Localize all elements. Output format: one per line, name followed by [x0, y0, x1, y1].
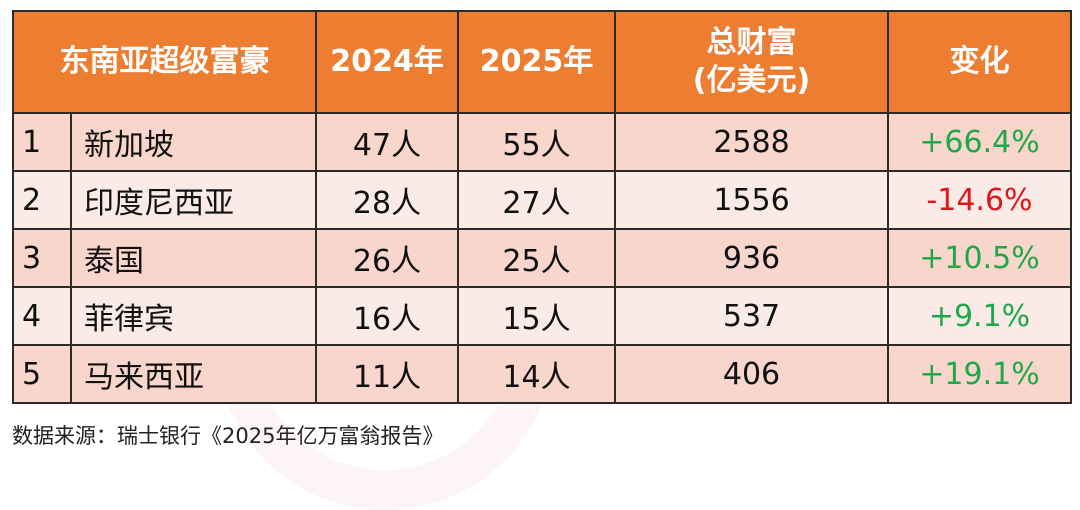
rank-cell: 4: [12, 286, 72, 346]
count-2025-cell: 55人: [457, 112, 616, 172]
table-row: 5 马来西亚 11人 14人 406 +19.1%: [12, 344, 1072, 404]
country-cell: 马来西亚: [70, 344, 317, 404]
header-change: 变化: [887, 10, 1072, 114]
rank-cell: 1: [12, 112, 72, 172]
country-cell: 菲律宾: [70, 286, 317, 346]
billionaire-table: 东南亚超级富豪 2024年 2025年 总财富 (亿美元) 变化 1 新加坡 47…: [12, 10, 1072, 404]
rank-cell: 3: [12, 228, 72, 288]
source-note: 数据来源：瑞士银行《2025年亿万富翁报告》: [12, 424, 444, 448]
wealth-cell: 537: [614, 286, 889, 346]
header-wealth-line2: (亿美元): [692, 63, 811, 98]
rank-cell: 2: [12, 170, 72, 230]
change-cell: +10.5%: [887, 228, 1072, 288]
header-title: 东南亚超级富豪: [12, 10, 317, 114]
table-row: 2 印度尼西亚 28人 27人 1556 -14.6%: [12, 170, 1072, 230]
header-wealth-line1: 总财富: [706, 25, 797, 60]
table-row: 3 泰国 26人 25人 936 +10.5%: [12, 228, 1072, 288]
country-cell: 新加坡: [70, 112, 317, 172]
rank-cell: 5: [12, 344, 72, 404]
header-row: 东南亚超级富豪 2024年 2025年 总财富 (亿美元) 变化: [12, 10, 1072, 114]
country-cell: 泰国: [70, 228, 317, 288]
count-2024-cell: 11人: [315, 344, 459, 404]
wealth-cell: 1556: [614, 170, 889, 230]
change-cell: +66.4%: [887, 112, 1072, 172]
count-2025-cell: 14人: [457, 344, 616, 404]
table-row: 1 新加坡 47人 55人 2588 +66.4%: [12, 112, 1072, 172]
wealth-cell: 936: [614, 228, 889, 288]
count-2025-cell: 27人: [457, 170, 616, 230]
change-cell: +19.1%: [887, 344, 1072, 404]
count-2025-cell: 15人: [457, 286, 616, 346]
change-cell: +9.1%: [887, 286, 1072, 346]
count-2024-cell: 28人: [315, 170, 459, 230]
wealth-cell: 406: [614, 344, 889, 404]
count-2024-cell: 26人: [315, 228, 459, 288]
header-wealth: 总财富 (亿美元): [614, 10, 889, 114]
change-cell: -14.6%: [887, 170, 1072, 230]
wealth-cell: 2588: [614, 112, 889, 172]
count-2025-cell: 25人: [457, 228, 616, 288]
table-row: 4 菲律宾 16人 15人 537 +9.1%: [12, 286, 1072, 346]
count-2024-cell: 47人: [315, 112, 459, 172]
count-2024-cell: 16人: [315, 286, 459, 346]
header-2025: 2025年: [457, 10, 616, 114]
country-cell: 印度尼西亚: [70, 170, 317, 230]
header-2024: 2024年: [315, 10, 459, 114]
